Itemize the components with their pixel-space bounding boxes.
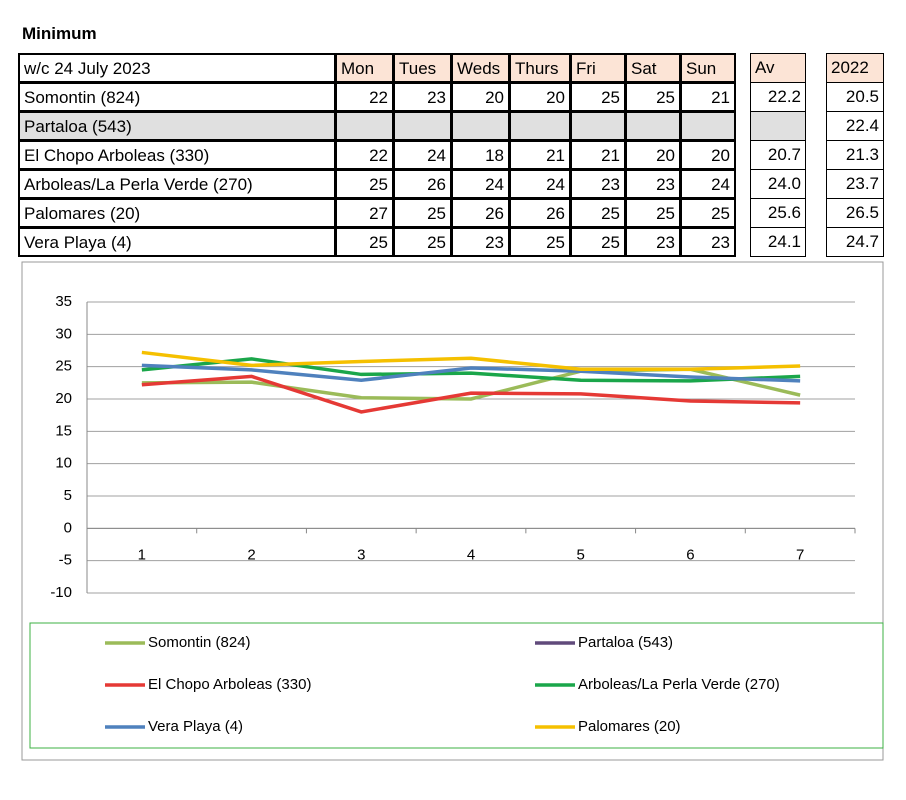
y-tick-label: 35 — [55, 293, 72, 310]
table-cell: 24.7 — [826, 227, 884, 257]
y-tick-label: 15 — [55, 422, 72, 439]
series-line — [141, 374, 801, 414]
y-tick-label: 30 — [55, 325, 72, 342]
legend-label: El Chopo Arboleas (330) — [148, 676, 311, 693]
table-cell: Tues — [393, 53, 452, 83]
x-tick-label: 7 — [796, 546, 804, 563]
x-tick-label: 5 — [577, 546, 585, 563]
y-tick-label: -10 — [50, 584, 72, 601]
legend-frame — [29, 622, 884, 749]
y-tick-label: 5 — [64, 487, 72, 504]
table-cell — [509, 111, 571, 141]
table-cell — [750, 111, 806, 141]
y-tick-label: 20 — [55, 390, 72, 407]
x-tick-label: 3 — [357, 546, 365, 563]
table-cell: 2022 — [826, 53, 884, 83]
table-cell: Sat — [625, 53, 681, 83]
y-tick-label: 0 — [64, 519, 72, 536]
series-line — [141, 357, 801, 383]
y-tick-label: 10 — [55, 455, 72, 472]
chart-frame — [21, 261, 884, 761]
table-cell: Partaloa (543) — [18, 111, 336, 141]
table-cell: 24.1 — [750, 227, 806, 257]
x-tick-label: 1 — [138, 546, 146, 563]
x-tick-label: 2 — [247, 546, 255, 563]
legend-label: Partaloa (543) — [578, 634, 673, 651]
y-tick-label: -5 — [59, 552, 72, 569]
legend-label: Vera Playa (4) — [148, 718, 243, 735]
table-cell: 23 — [680, 227, 736, 257]
x-tick-label: 6 — [686, 546, 694, 563]
y-tick-label: 25 — [55, 358, 72, 375]
title: Minimum — [22, 24, 97, 43]
series-line — [141, 350, 801, 372]
legend-label: Palomares (20) — [578, 718, 681, 735]
legend-label: Arboleas/La Perla Verde (270) — [578, 676, 780, 693]
series-line — [141, 363, 801, 383]
legend-label: Somontin (824) — [148, 634, 251, 651]
x-tick-label: 4 — [467, 546, 475, 563]
